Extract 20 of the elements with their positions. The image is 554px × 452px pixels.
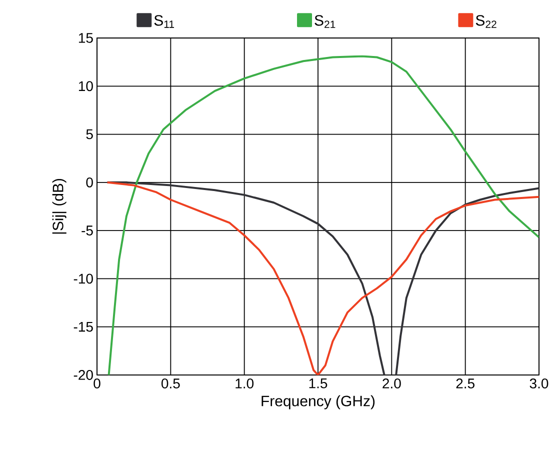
- x-tick-label: 2.0: [382, 378, 401, 388]
- legend-label: S$_{22}$: [476, 15, 496, 28]
- y-tick-label: -5: [82, 226, 93, 236]
- x-tick-label: 1.5: [309, 378, 328, 388]
- y-tick-label: 10: [78, 81, 93, 92]
- x-tick-label: 1.0: [236, 378, 254, 388]
- y-tick-label: -20: [74, 370, 93, 380]
- y-tick-label: 15: [78, 33, 93, 43]
- legend-label: S$_{21}$: [314, 15, 336, 28]
- x-axis-title: Frequency (GHz): [262, 395, 375, 410]
- x-tick-label: 0: [94, 378, 100, 388]
- y-tick-label: 5: [86, 129, 93, 140]
- y-tick-label: -10: [74, 274, 93, 284]
- x-tick-label: 3.0: [530, 378, 548, 388]
- y-tick-label: -15: [74, 322, 93, 332]
- legend-label: S$_{11}$: [154, 15, 174, 28]
- x-tick-label: 2.5: [456, 378, 474, 388]
- x-tick-label: 0.5: [161, 378, 180, 388]
- y-axis-title: |Sij| (dB): [52, 178, 66, 234]
- y-tick-label: 0: [86, 177, 93, 188]
